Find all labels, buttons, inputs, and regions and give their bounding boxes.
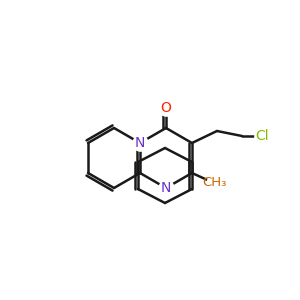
Text: CH₃: CH₃ [202,176,226,190]
Text: Cl: Cl [255,129,269,143]
Text: O: O [160,101,171,115]
Text: N: N [135,136,145,150]
Text: N: N [161,181,171,195]
